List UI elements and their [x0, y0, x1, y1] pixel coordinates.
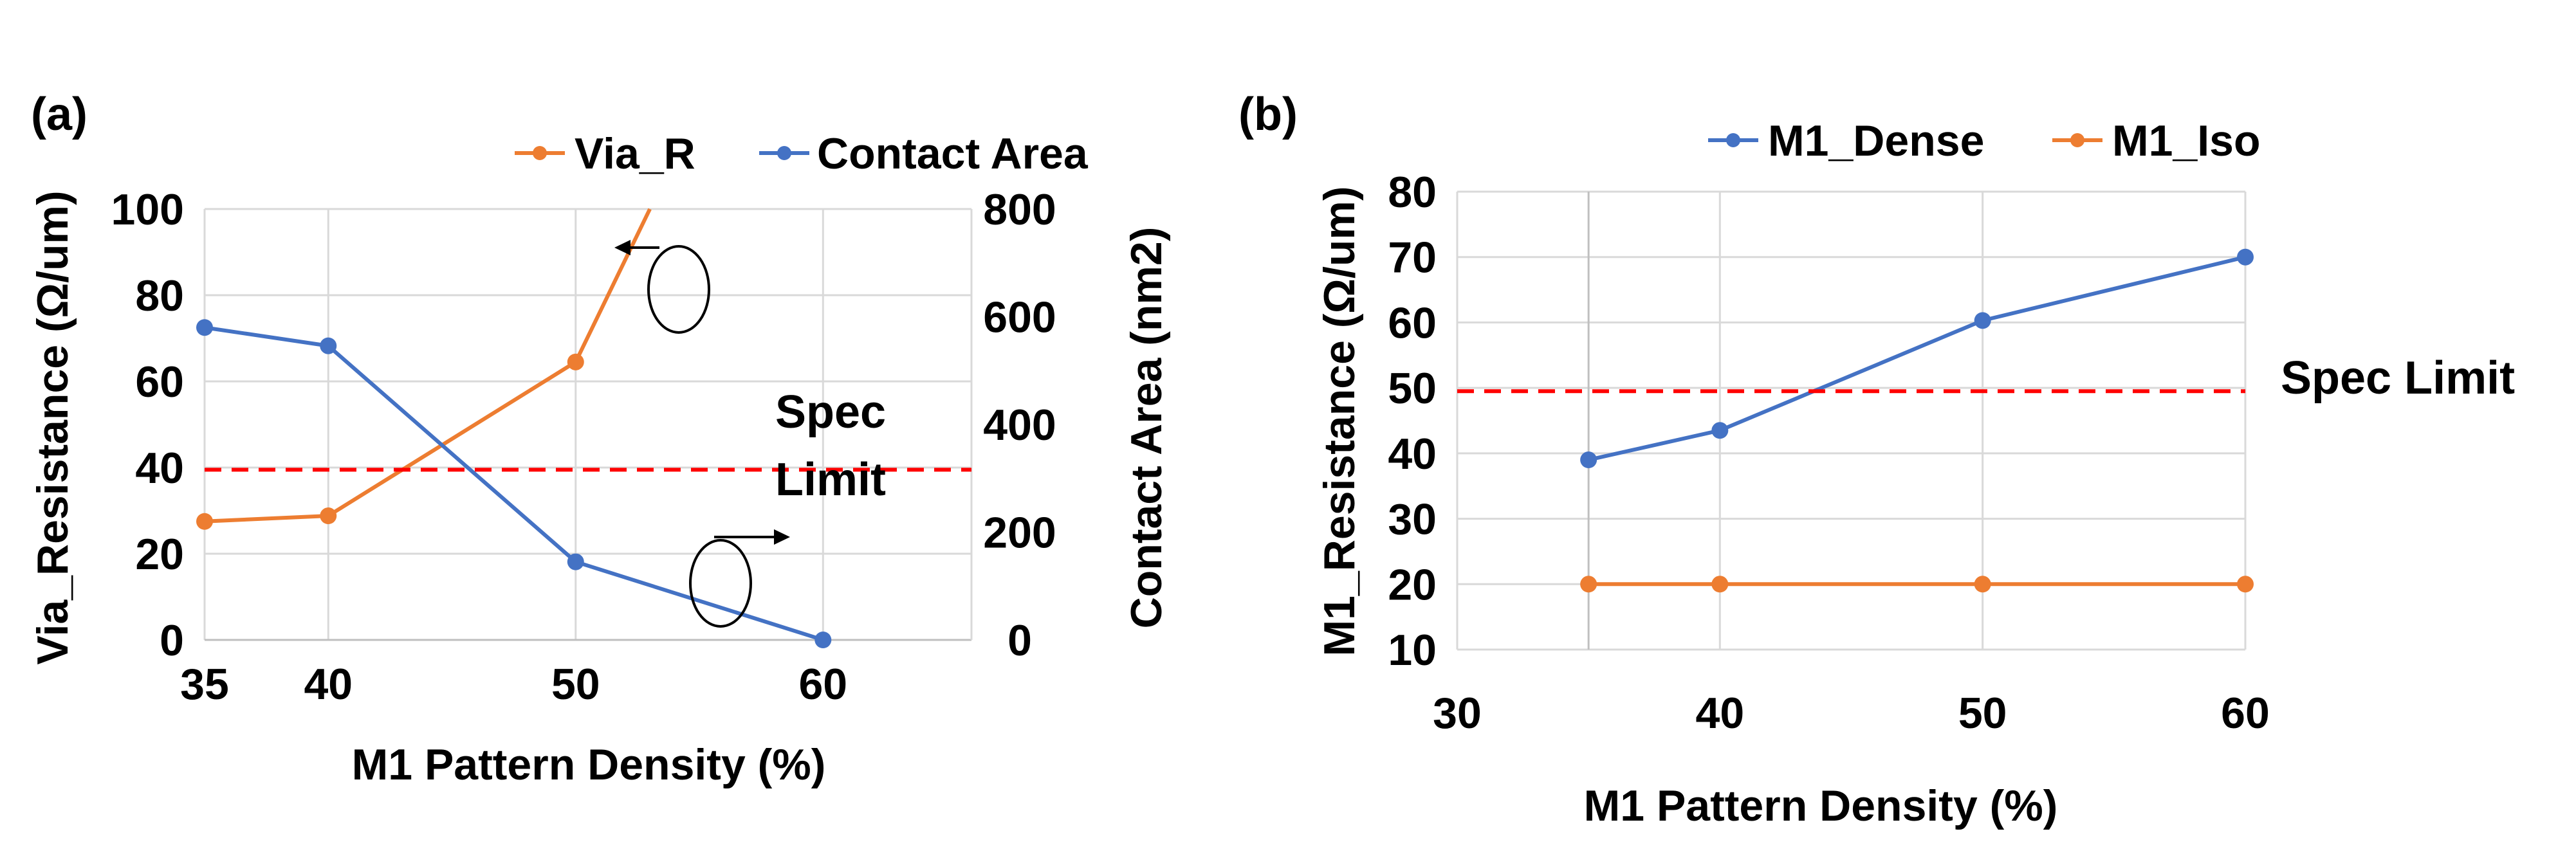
- x-tick-label-40: 40: [1696, 689, 1745, 738]
- right-tick-label-400: 400: [983, 401, 1056, 450]
- panel-b-label: (b): [1238, 89, 1298, 140]
- panel-b-legend: M1_Dense M1_Iso: [1708, 116, 2261, 165]
- panel-a-series: [196, 208, 832, 648]
- legend-m1-dense-label: M1_Dense: [1768, 116, 1984, 165]
- panel-a-right-axis-title: Contact Area (nm2): [1122, 227, 1171, 629]
- legend-contact-area-label: Contact Area: [817, 129, 1089, 178]
- series-m1-dense-point: [2237, 248, 2254, 266]
- left-tick-label-80: 80: [135, 271, 184, 320]
- legend-m1-dense-marker: [1726, 133, 1740, 147]
- series-contact-area-point: [196, 319, 213, 336]
- left-axis-arrowhead: [614, 240, 630, 255]
- panel-a-spec-label-line1: Spec: [775, 387, 886, 438]
- panel-a-grid: [203, 208, 973, 641]
- y-tick-label-10: 10: [1388, 626, 1437, 675]
- panel-a-spec-label-line2: Limit: [775, 454, 886, 505]
- series-via-r-line: [204, 208, 652, 524]
- panel-b-grid: [1456, 190, 2247, 651]
- series-contact-area-line: [204, 325, 824, 642]
- x-tick-label-50: 50: [1958, 689, 2007, 738]
- series-m1-dense-point: [1974, 312, 1991, 329]
- panel-a-chart: (a) Via_R Contact Area 0 20 40 60 80 100 35 40 5…: [28, 89, 1171, 789]
- y-tick-label-60: 60: [1388, 298, 1437, 347]
- right-tick-label-600: 600: [983, 293, 1056, 342]
- panel-a-left-axis-title: Via_Resistance (Ω/um): [28, 190, 77, 664]
- legend-via-r-label: Via_R: [575, 129, 695, 178]
- series-m1-dense-point: [1580, 451, 1597, 469]
- left-tick-label-20: 20: [135, 530, 184, 579]
- left-tick-label-40: 40: [135, 444, 184, 493]
- series-m1-iso-point: [1580, 576, 1597, 593]
- legend-m1-iso-marker: [2070, 133, 2084, 147]
- panel-b-spec-label: Spec Limit: [2281, 352, 2515, 404]
- x-tick-label-60: 60: [2221, 689, 2270, 738]
- x-tick-label-40: 40: [304, 660, 353, 709]
- series-m1-iso-point: [1974, 576, 1991, 593]
- panel-b-x-axis-title: M1 Pattern Density (%): [1584, 781, 2058, 830]
- panel-a-label: (a): [31, 89, 87, 140]
- legend-m1-iso-label: M1_Iso: [2112, 116, 2261, 165]
- legend-via-r-marker: [533, 146, 547, 160]
- right-tick-label-200: 200: [983, 509, 1056, 558]
- panel-b-chart: (b) M1_Dense M1_Iso 10 20 30 40 50 60 70 80 30 40…: [1238, 89, 2515, 830]
- x-tick-label-50: 50: [551, 660, 600, 709]
- series-contact-area-point: [567, 553, 584, 570]
- y-tick-label-80: 80: [1388, 168, 1437, 217]
- y-tick-label-70: 70: [1388, 233, 1437, 282]
- series-via-r-point: [320, 507, 337, 525]
- via-r-annotation-ellipse: [647, 245, 710, 334]
- panel-a-legend: Via_R Contact Area: [515, 129, 1089, 178]
- series-m1-dense-line: [1588, 255, 2246, 462]
- legend-contact-area-marker: [777, 146, 791, 160]
- series-m1-dense-point: [1711, 422, 1729, 439]
- series-via-r-point: [196, 513, 213, 530]
- series-m1-iso-point: [2237, 576, 2254, 593]
- series-contact-area-point: [814, 632, 832, 648]
- left-tick-label-0: 0: [160, 616, 184, 665]
- panel-a-x-axis-title: M1 Pattern Density (%): [352, 740, 826, 789]
- left-tick-label-60: 60: [135, 358, 184, 406]
- panel-b-y-axis-title: M1_Resistance (Ω/um): [1315, 187, 1364, 657]
- panel-b-series: [1580, 248, 2254, 593]
- left-tick-label-100: 100: [111, 185, 184, 234]
- right-tick-label-0: 0: [1007, 616, 1032, 665]
- right-axis-arrowhead: [774, 529, 790, 545]
- y-tick-label-20: 20: [1388, 560, 1437, 609]
- panel-b-tick-labels: 10 20 30 40 50 60 70 80 30 40 50 60: [1388, 168, 2269, 738]
- x-tick-label-60: 60: [798, 660, 847, 709]
- y-tick-label-40: 40: [1388, 430, 1437, 478]
- y-tick-label-50: 50: [1388, 364, 1437, 413]
- series-via-r-point: [567, 353, 584, 370]
- right-tick-label-800: 800: [983, 185, 1056, 234]
- x-tick-label-35: 35: [180, 660, 229, 709]
- series-contact-area-point: [320, 337, 337, 354]
- series-m1-iso-point: [1711, 576, 1729, 593]
- contact-area-annotation-ellipse: [689, 539, 752, 628]
- y-tick-label-30: 30: [1388, 495, 1437, 544]
- x-tick-label-30: 30: [1433, 689, 1482, 738]
